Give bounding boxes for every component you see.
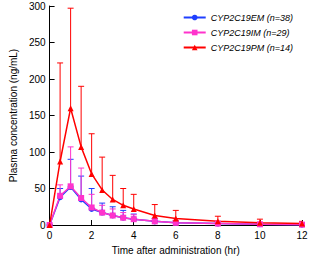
svg-text:100: 100 <box>29 147 46 158</box>
svg-text:CYP2C19IM (n=29): CYP2C19IM (n=29) <box>211 28 290 38</box>
svg-text:200: 200 <box>29 74 46 85</box>
svg-text:CYP2C19PM (n=14): CYP2C19PM (n=14) <box>211 43 293 53</box>
svg-text:250: 250 <box>29 37 46 48</box>
svg-text:Time after administration (hr): Time after administration (hr) <box>112 245 240 256</box>
svg-text:0: 0 <box>40 220 46 231</box>
svg-text:0: 0 <box>47 230 53 241</box>
svg-text:4: 4 <box>131 230 137 241</box>
svg-text:300: 300 <box>29 1 46 12</box>
svg-text:12: 12 <box>296 230 308 241</box>
svg-text:150: 150 <box>29 110 46 121</box>
svg-text:10: 10 <box>254 230 266 241</box>
svg-text:8: 8 <box>215 230 221 241</box>
svg-text:6: 6 <box>173 230 179 241</box>
svg-text:50: 50 <box>34 183 46 194</box>
svg-text:CYP2C19EM (n=38): CYP2C19EM (n=38) <box>211 13 293 23</box>
svg-text:Plasma concentration (ng/mL): Plasma concentration (ng/mL) <box>8 49 19 182</box>
svg-text:2: 2 <box>89 230 95 241</box>
